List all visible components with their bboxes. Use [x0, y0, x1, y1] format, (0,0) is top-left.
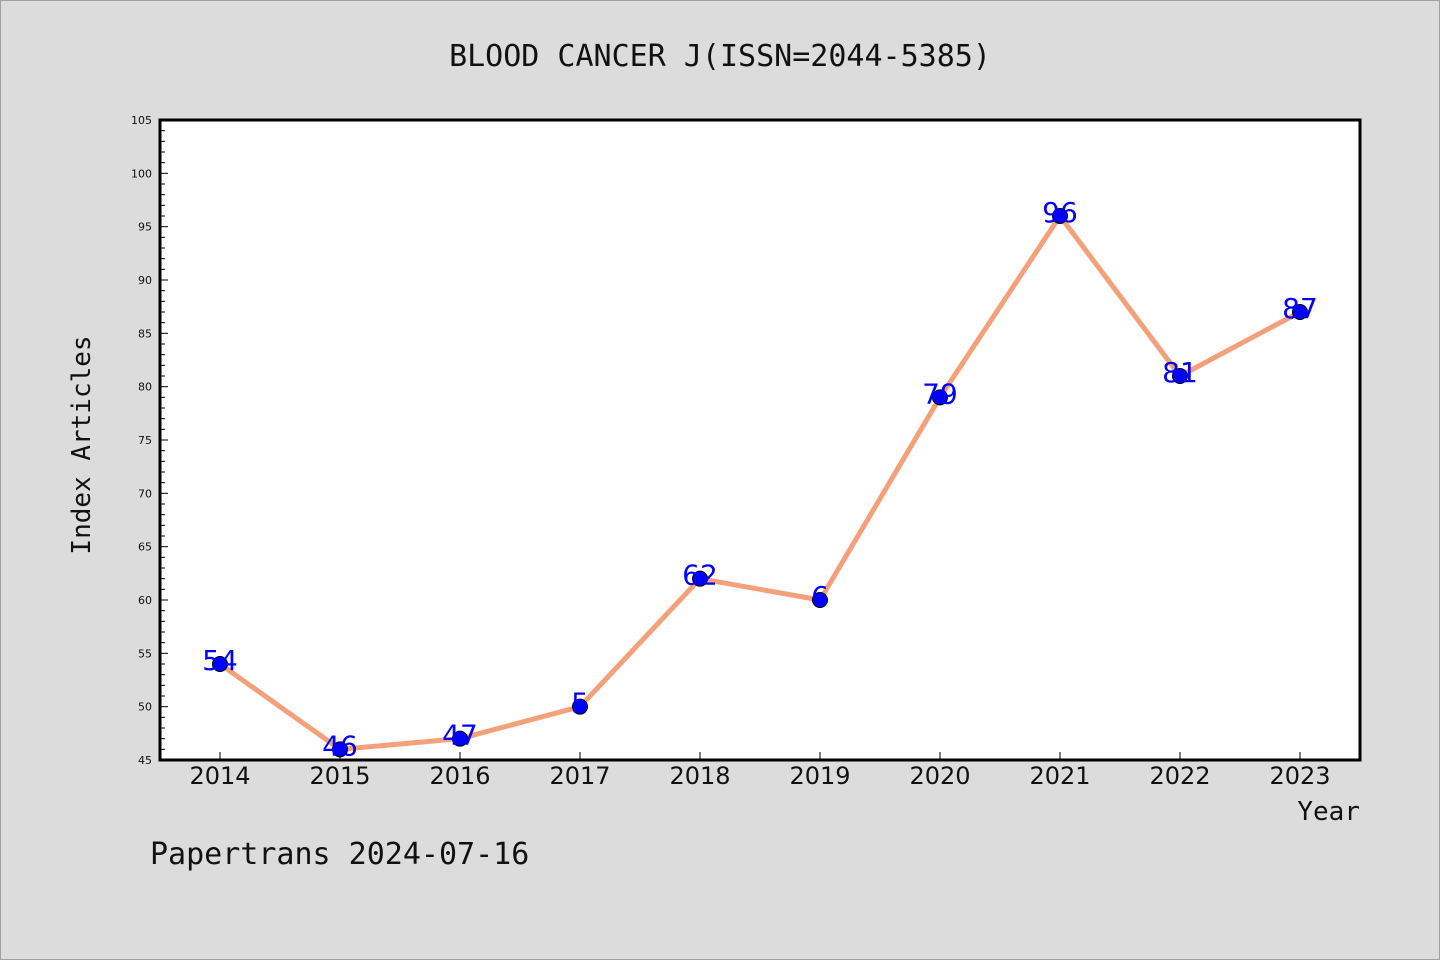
y-tick-label: 65 [138, 541, 152, 554]
data-label: 62 [682, 559, 718, 592]
y-tick-label: 50 [138, 701, 152, 714]
data-point [332, 741, 348, 758]
data-label: 5 [571, 687, 589, 720]
y-tick-label: 90 [138, 274, 152, 287]
x-tick-label: 2021 [1029, 762, 1090, 790]
series-index-articles: 54 46 47 5 62 6 79 96 81 87 [202, 196, 1318, 762]
data-label: 47 [442, 719, 478, 752]
x-tick-label: 2019 [789, 762, 850, 790]
y-tick-label: 100 [131, 167, 152, 180]
y-tick-label: 70 [138, 487, 152, 500]
x-tick-label: 2022 [1149, 762, 1210, 790]
data-point [692, 570, 708, 587]
data-point [452, 730, 468, 747]
data-point [1172, 368, 1188, 384]
x-tick-label: 2018 [669, 762, 730, 790]
data-point [572, 698, 588, 715]
data-point [212, 656, 228, 672]
x-tick-label: 2016 [429, 762, 490, 790]
footer-credit: Papertrans 2024-07-16 [150, 837, 529, 872]
x-tick-label: 2017 [549, 762, 610, 790]
x-axis-label: Year [1297, 797, 1360, 827]
y-tick-label: 105 [131, 114, 152, 127]
data-label: 46 [322, 729, 358, 762]
data-point [932, 389, 948, 406]
plot-area [158, 118, 1362, 762]
data-label: 87 [1282, 292, 1318, 325]
y-axis: 45 50 55 60 65 70 75 80 85 90 95 100 105 [131, 114, 168, 767]
data-label: 96 [1042, 196, 1078, 229]
data-label: 54 [202, 644, 238, 677]
data-point [1292, 304, 1308, 320]
x-tick-label: 2023 [1269, 762, 1330, 790]
y-tick-label: 55 [138, 647, 152, 660]
x-tick-label: 2015 [309, 762, 370, 790]
series-line [218, 213, 1302, 752]
data-point [1052, 208, 1068, 224]
y-tick-label: 75 [138, 434, 152, 447]
y-axis-label: Index Articles [67, 335, 97, 554]
y-tick-label: 45 [138, 754, 152, 767]
y-tick-label: 80 [138, 381, 152, 394]
x-tick-label: 2020 [909, 762, 970, 790]
y-tick-label: 85 [138, 327, 152, 340]
data-label: 79 [922, 377, 958, 410]
x-tick-label: 2014 [189, 762, 250, 790]
chart-title: BLOOD CANCER J(ISSN=2044-5385) [449, 39, 991, 74]
data-label: 6 [811, 580, 829, 613]
y-tick-label: 95 [138, 221, 152, 234]
data-point [812, 592, 828, 608]
y-tick-label: 60 [138, 594, 152, 607]
x-axis: 2014 2015 2016 2017 2018 2019 2020 2021 2022 2023 [189, 752, 1331, 790]
data-label: 81 [1162, 356, 1198, 389]
